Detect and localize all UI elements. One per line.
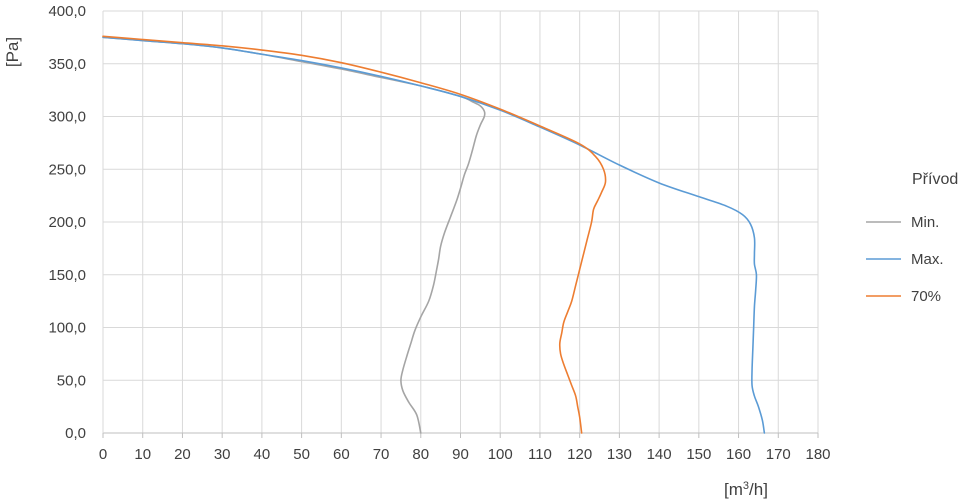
x-axis-title: [m3/h] [724,480,768,499]
x-tick-label: 150 [686,446,711,463]
y-tick-label: 150,0 [48,267,86,284]
legend-items: Min. Max. 70% [866,214,944,305]
x-tick-label: 70 [373,446,390,463]
y-tick-label: 0,0 [65,425,86,442]
legend-title: Přívod [912,171,958,188]
y-tick-labels: 0,0 50,0 100,0 150,0 200,0 250,0 300,0 350,0 400… [48,3,86,442]
legend-item: Max. [866,251,944,268]
x-tick-label: 30 [214,446,231,463]
y-axis-title: [Pa] [3,37,22,67]
x-tick-label: 50 [293,446,310,463]
x-tick-label: 160 [726,446,751,463]
x-tick-label: 40 [254,446,271,463]
series-line-max [102,36,766,434]
x-tick-label: 60 [333,446,350,463]
x-tick-label: 20 [174,446,191,463]
series-line-min [102,36,486,434]
legend-label: Min. [911,214,939,231]
x-tick-label: 110 [528,446,552,463]
x-tick-label: 10 [134,446,151,463]
y-tick-label: 250,0 [48,161,86,178]
x-tick-label: 130 [607,446,632,463]
grid [103,10,819,433]
y-tick-label: 300,0 [48,109,86,126]
x-tick-label: 140 [647,446,672,463]
legend-item: 70% [866,288,941,305]
legend-item: Min. [866,214,939,231]
y-tick-label: 200,0 [48,214,86,231]
y-tick-label: 50,0 [57,372,86,389]
legend-label: 70% [911,288,941,305]
x-tick-label: 80 [412,446,429,463]
legend: Přívod Min. Max. 70% [866,171,958,305]
y-tick-label: 100,0 [48,320,86,337]
axes [102,11,819,438]
x-tick-label: 120 [567,446,592,463]
x-tick-label: 180 [805,446,830,463]
y-tick-label: 350,0 [48,56,86,73]
y-tick-label: 400,0 [48,3,86,20]
legend-label: Max. [911,251,944,268]
x-tick-label: 0 [99,446,107,463]
x-tick-label: 100 [488,446,513,463]
x-tick-label: 170 [766,446,791,463]
series-line-70 [102,35,607,434]
series-lines [102,35,766,434]
x-tick-labels: 0 10 20 30 40 50 60 70 80 90 100 110 120 130 140 150 160… [99,446,831,463]
x-tick-label: 90 [452,446,469,463]
